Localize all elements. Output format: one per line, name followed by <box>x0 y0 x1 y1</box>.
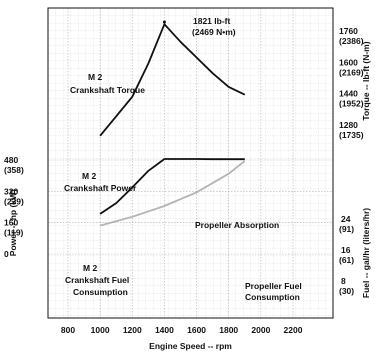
series-label-3: Consumption <box>73 287 128 297</box>
series-label-3: Crankshaft Fuel <box>65 275 129 285</box>
series-line-0 <box>99 23 246 137</box>
series-line-2 <box>99 160 246 227</box>
x-tick-label: 1400 <box>155 325 174 335</box>
torque-tick-label: 1280 <box>339 120 358 130</box>
x-axis-title: Engine Speed -- rpm <box>149 341 232 351</box>
fuel-tick-label: 16 <box>341 245 351 255</box>
left-tick-sublabel: (119) <box>4 228 24 238</box>
left-tick-label: 320 <box>4 186 18 196</box>
plot-area <box>48 8 333 318</box>
series-layer <box>99 20 246 227</box>
torque-tick-label: 1600 <box>339 57 358 67</box>
peak-annotation: 1821 lb-ft <box>193 16 230 26</box>
x-tick-label: 1800 <box>219 325 238 335</box>
torque-tick-sublabel: (2169) <box>339 67 364 77</box>
series-label-4: Consumption <box>245 292 300 302</box>
fuel-tick-sublabel: (91) <box>339 224 354 234</box>
x-tick-label: 2200 <box>284 325 303 335</box>
left-tick-label: 160 <box>4 218 18 228</box>
left-tick-sublabel: (358) <box>4 165 24 175</box>
x-tick-label: 1600 <box>187 325 206 335</box>
torque-tick-label: 1440 <box>339 89 358 99</box>
series-label-0: Crankshaft Torque <box>70 85 145 95</box>
fuel-axis-title: Fuel -- gal/hr (liters/hr) <box>361 208 371 298</box>
torque-tick-label: 1760 <box>339 26 358 36</box>
series-label-1: M 2 <box>82 171 96 181</box>
x-tick-label: 1000 <box>91 325 110 335</box>
series-label-3: M 2 <box>83 263 97 273</box>
torque-tick-sublabel: (2386) <box>339 36 364 46</box>
left-axis-title: Power -- hp (kW) <box>8 189 18 256</box>
series-label-1: Crankshaft Power <box>64 183 137 193</box>
peak-annotation-sub: (2469 N•m) <box>192 27 236 37</box>
fuel-tick-label: 24 <box>341 214 351 224</box>
series-label-2: Propeller Absorption <box>195 220 279 230</box>
peak-point <box>162 20 166 24</box>
torque-tick-sublabel: (1952) <box>339 99 364 109</box>
left-tick-label: 480 <box>4 155 18 165</box>
grid <box>47 7 334 319</box>
torque-tick-sublabel: (1735) <box>339 130 364 140</box>
torque-axis-title: Torque -- lb-ft (N-m) <box>361 41 371 120</box>
series-line-1 <box>99 158 245 215</box>
fuel-tick-sublabel: (61) <box>339 255 354 265</box>
x-tick-label: 2000 <box>251 325 270 335</box>
series-label-4: Propeller Fuel <box>245 281 302 291</box>
fuel-tick-label: 8 <box>341 276 346 286</box>
x-tick-label: 1200 <box>123 325 142 335</box>
series-label-0: M 2 <box>88 72 102 82</box>
left-tick-sublabel: (239) <box>4 196 24 206</box>
fuel-tick-sublabel: (30) <box>339 286 354 296</box>
plot-border <box>47 7 334 319</box>
minor-grid <box>48 8 333 318</box>
x-tick-label: 800 <box>61 325 75 335</box>
left-tick-label: 0 <box>4 249 9 259</box>
